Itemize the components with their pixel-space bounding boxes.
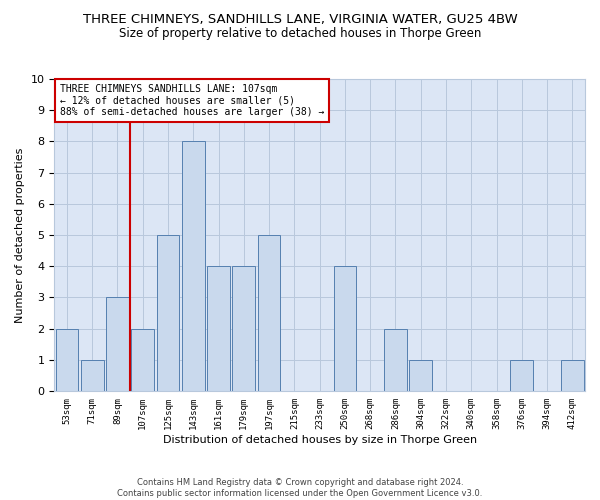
- Text: Contains HM Land Registry data © Crown copyright and database right 2024.
Contai: Contains HM Land Registry data © Crown c…: [118, 478, 482, 498]
- Text: THREE CHIMNEYS, SANDHILLS LANE, VIRGINIA WATER, GU25 4BW: THREE CHIMNEYS, SANDHILLS LANE, VIRGINIA…: [83, 12, 517, 26]
- Bar: [207, 266, 230, 391]
- Bar: [157, 235, 179, 391]
- Bar: [561, 360, 584, 391]
- Bar: [106, 298, 129, 391]
- Bar: [384, 328, 407, 391]
- Bar: [409, 360, 432, 391]
- Bar: [511, 360, 533, 391]
- Text: Size of property relative to detached houses in Thorpe Green: Size of property relative to detached ho…: [119, 28, 481, 40]
- Bar: [334, 266, 356, 391]
- Bar: [258, 235, 280, 391]
- X-axis label: Distribution of detached houses by size in Thorpe Green: Distribution of detached houses by size …: [163, 435, 477, 445]
- Bar: [56, 328, 78, 391]
- Bar: [182, 142, 205, 391]
- Bar: [131, 328, 154, 391]
- Bar: [232, 266, 255, 391]
- Y-axis label: Number of detached properties: Number of detached properties: [15, 148, 25, 322]
- Text: THREE CHIMNEYS SANDHILLS LANE: 107sqm
← 12% of detached houses are smaller (5)
8: THREE CHIMNEYS SANDHILLS LANE: 107sqm ← …: [59, 84, 324, 117]
- Bar: [81, 360, 104, 391]
